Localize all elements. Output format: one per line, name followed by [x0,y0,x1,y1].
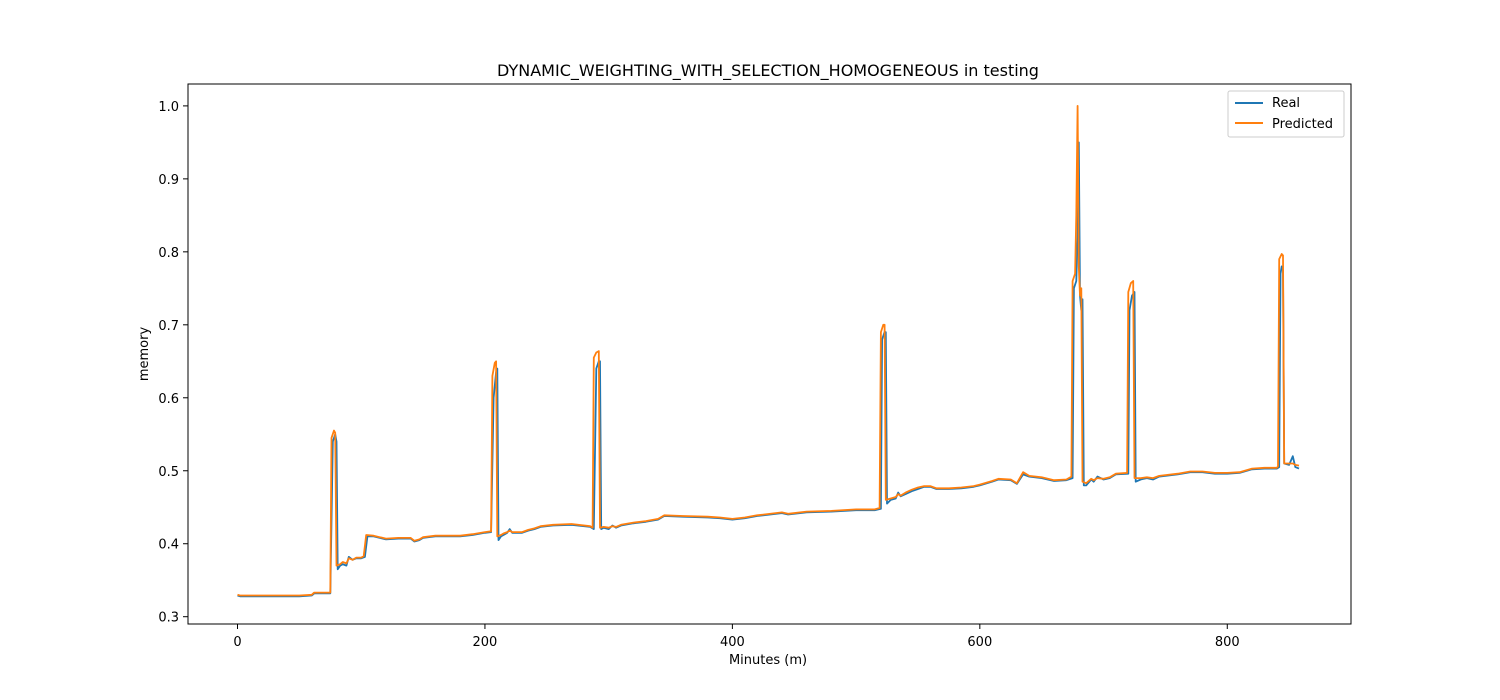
x-axis-label: Minutes (m) [729,653,807,668]
legend-label-real: Real [1272,96,1300,111]
y-tick-label: 0.9 [158,173,179,188]
y-tick-label: 0.4 [158,538,179,553]
x-tick-label: 800 [1215,635,1240,650]
series-line-real [237,141,1300,598]
y-axis-label: memory [137,327,152,382]
legend-label-predicted: Predicted [1272,117,1333,132]
y-tick-label: 0.7 [158,319,179,334]
x-axis: 0 200 400 600 800 [233,624,1240,650]
x-tick-label: 400 [720,635,745,650]
y-tick-label: 0.8 [158,246,179,261]
y-axis: 0.3 0.4 0.5 0.6 0.7 0.8 0.9 1.0 [158,100,188,626]
x-tick-label: 0 [233,635,241,650]
y-tick-label: 0.3 [158,611,179,626]
series-layer [237,105,1300,598]
plot-frame [187,83,1352,625]
chart-title: DYNAMIC_WEIGHTING_WITH_SELECTION_HOMOGEN… [497,61,1039,81]
y-tick-label: 0.5 [158,465,179,480]
y-tick-label: 0.6 [158,392,179,407]
legend: Real Predicted [1227,90,1345,138]
x-tick-label: 200 [473,635,498,650]
y-tick-label: 1.0 [158,100,179,115]
series-line-predicted [237,105,1300,597]
x-tick-label: 600 [967,635,992,650]
